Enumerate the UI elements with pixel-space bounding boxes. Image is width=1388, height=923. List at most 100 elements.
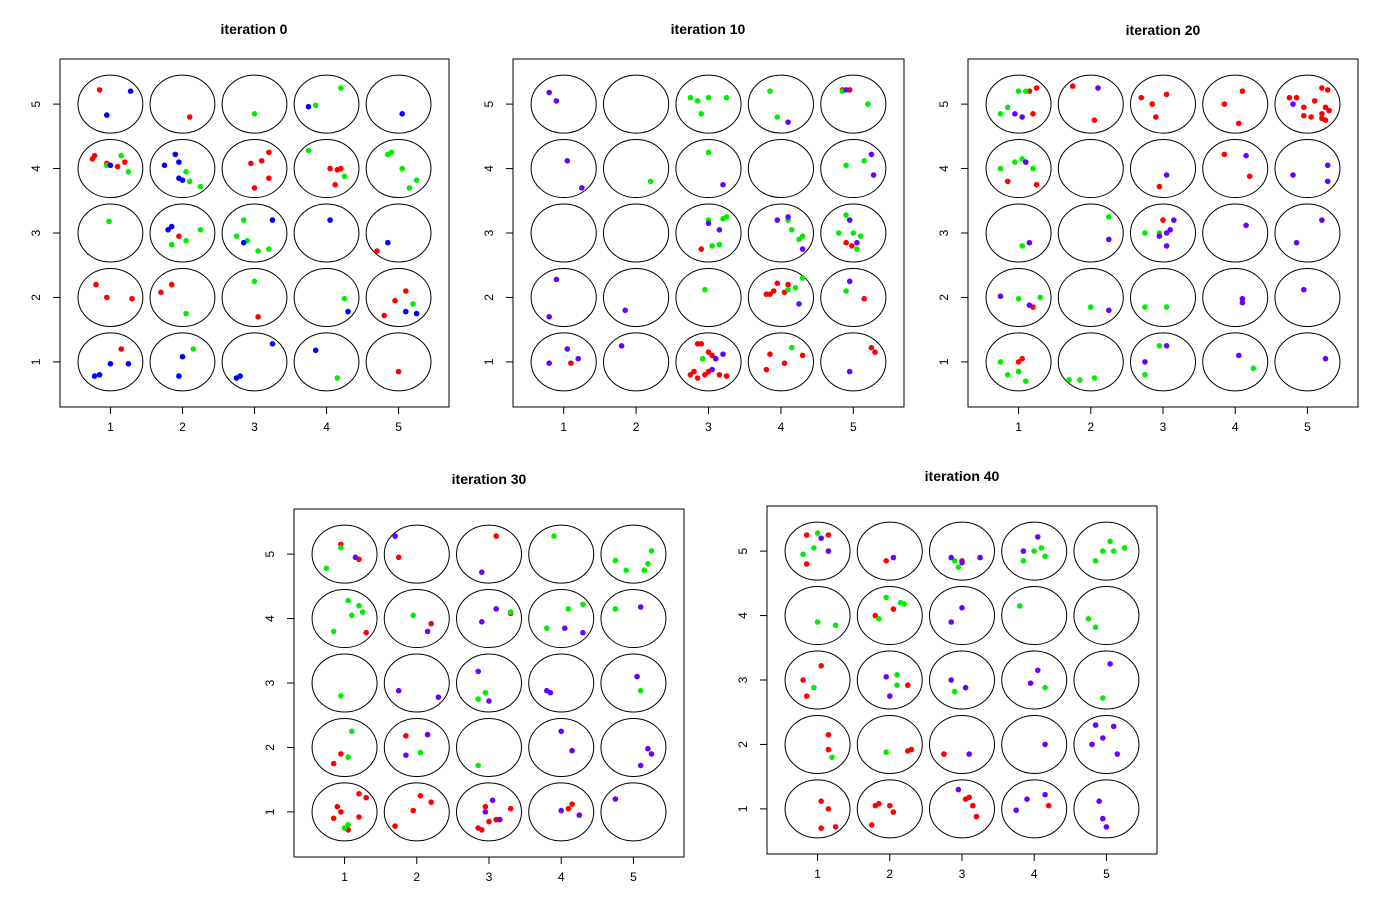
cell-circle xyxy=(1130,139,1196,199)
data-point xyxy=(565,606,572,612)
data-point xyxy=(403,308,409,315)
data-point xyxy=(1088,304,1094,310)
data-point xyxy=(410,612,417,619)
data-point xyxy=(1004,372,1011,378)
data-point xyxy=(424,628,431,635)
cell-circle xyxy=(929,714,995,774)
panel-title: iteration 40 xyxy=(925,468,1000,484)
data-point xyxy=(1096,798,1102,804)
cell-circle xyxy=(1202,139,1269,199)
data-point xyxy=(410,807,417,814)
data-point xyxy=(803,532,810,538)
data-point xyxy=(1153,114,1159,120)
x-tick-label: 4 xyxy=(558,870,565,884)
data-point xyxy=(127,88,134,94)
data-point xyxy=(428,620,435,627)
data-point xyxy=(948,619,954,625)
data-point xyxy=(861,158,867,164)
data-point xyxy=(977,554,983,561)
cell-circle xyxy=(929,779,995,839)
data-point xyxy=(1250,365,1257,372)
cell-circle xyxy=(1130,267,1196,327)
data-point xyxy=(118,346,124,352)
data-point xyxy=(1239,299,1246,306)
panel-title: iteration 10 xyxy=(671,21,746,37)
data-point xyxy=(854,246,860,252)
data-point xyxy=(702,372,708,378)
data-point xyxy=(544,625,550,631)
cell-circle xyxy=(311,717,378,777)
data-point xyxy=(687,372,694,378)
cell-circle xyxy=(530,267,597,327)
cell-circle xyxy=(603,267,670,327)
data-point xyxy=(1042,553,1048,560)
data-point xyxy=(1114,751,1121,757)
data-point xyxy=(832,824,839,830)
data-point xyxy=(767,88,773,94)
series-green xyxy=(104,85,420,381)
data-point xyxy=(1121,545,1128,551)
data-point xyxy=(392,823,398,829)
data-point xyxy=(435,694,442,700)
data-point xyxy=(240,239,247,246)
data-point xyxy=(825,548,832,554)
data-point xyxy=(716,227,723,233)
cell-circle xyxy=(365,267,432,327)
data-point xyxy=(723,94,730,101)
data-point xyxy=(395,554,402,561)
data-point xyxy=(1019,355,1025,362)
data-point xyxy=(569,801,575,807)
x-tick-label: 5 xyxy=(1304,420,1311,434)
data-point xyxy=(997,359,1004,365)
data-point xyxy=(1319,217,1325,223)
cell-circle xyxy=(985,267,1052,327)
data-point xyxy=(941,751,947,757)
data-point xyxy=(814,619,821,625)
x-tick-label: 2 xyxy=(1087,420,1094,434)
cell-circle xyxy=(856,714,923,774)
data-point xyxy=(486,818,492,825)
data-point xyxy=(1290,172,1296,178)
data-point xyxy=(568,360,574,367)
data-point xyxy=(799,275,806,281)
data-point xyxy=(403,752,409,758)
data-point xyxy=(763,366,770,373)
data-point xyxy=(107,162,114,169)
data-point xyxy=(694,375,701,381)
cell-circle xyxy=(747,139,814,199)
data-point xyxy=(691,368,697,375)
data-point xyxy=(962,684,969,691)
data-point xyxy=(1037,294,1043,301)
data-point xyxy=(1020,548,1027,554)
panel-5: iteration 40 1 2 3 4 5 1 2 3 4 5 xyxy=(736,468,1158,881)
data-point xyxy=(334,375,341,381)
data-point xyxy=(811,684,817,691)
data-point xyxy=(843,239,849,246)
data-point xyxy=(553,98,560,104)
data-point xyxy=(843,288,849,294)
cell-circle xyxy=(1057,203,1124,263)
data-point xyxy=(846,368,853,375)
data-point xyxy=(1301,112,1307,119)
data-point xyxy=(91,152,98,159)
data-point xyxy=(1160,217,1166,223)
data-point xyxy=(901,601,907,607)
cell-circle xyxy=(784,779,851,839)
x-tick-label: 5 xyxy=(395,420,402,434)
data-point xyxy=(479,619,485,625)
data-point xyxy=(637,762,644,769)
data-point xyxy=(349,728,355,735)
data-point xyxy=(493,533,500,539)
data-point xyxy=(96,372,103,378)
data-point xyxy=(1239,88,1246,94)
data-point xyxy=(1077,377,1083,383)
data-point xyxy=(341,825,348,831)
data-point xyxy=(1085,616,1092,622)
data-point xyxy=(1026,239,1033,246)
y-tick-label: 5 xyxy=(736,547,750,554)
cell-circle xyxy=(600,717,667,777)
panel-title: iteration 20 xyxy=(1126,22,1201,38)
data-point xyxy=(857,233,864,239)
data-point xyxy=(1015,88,1022,94)
data-point xyxy=(356,814,362,820)
